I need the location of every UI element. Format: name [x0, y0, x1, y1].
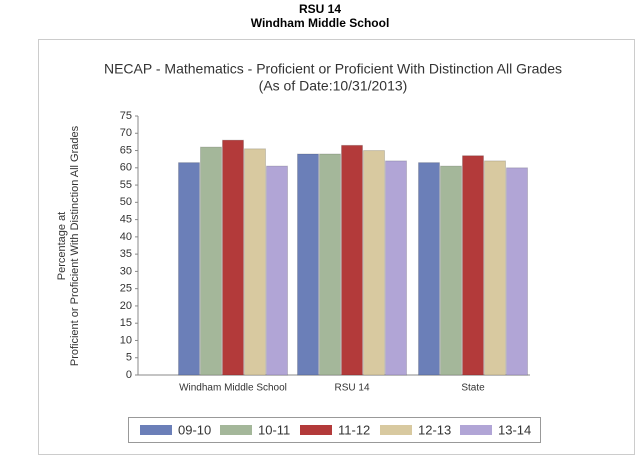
y-tick-label: 30	[120, 265, 132, 277]
y-tick-label: 0	[126, 369, 132, 381]
x-tick-label: RSU 14	[334, 383, 369, 394]
y-tick-label: 50	[120, 196, 132, 208]
bar	[297, 153, 319, 376]
y-tick-label: 45	[120, 214, 132, 226]
district-title: RSU 14	[299, 2, 341, 16]
bar	[178, 162, 200, 376]
y-tick-label: 55	[120, 179, 132, 191]
y-tick-label: 25	[120, 283, 132, 295]
y-tick-label: 20	[120, 300, 132, 312]
bar	[341, 144, 363, 376]
y-tick-label: 40	[120, 231, 132, 243]
y-tick-label: 60	[120, 162, 132, 174]
bar	[484, 160, 506, 376]
y-axis-label: Percentage at	[56, 212, 68, 281]
y-tick-label: 5	[126, 352, 132, 364]
legend-swatch	[460, 425, 492, 435]
legend-label: 13-14	[498, 422, 531, 437]
bar	[506, 167, 528, 376]
y-tick-label: 65	[120, 144, 132, 156]
x-tick-label: Windham Middle School	[179, 383, 287, 394]
bar	[200, 146, 222, 376]
y-tick-label: 10	[120, 334, 132, 346]
legend-label: 11-12	[338, 422, 370, 437]
y-tick-label: 35	[120, 248, 132, 260]
legend-label: 09-10	[178, 422, 211, 437]
x-tick-label: State	[461, 383, 485, 394]
legend-label: 12-13	[418, 422, 451, 437]
bar	[385, 160, 407, 376]
chart-frame	[38, 39, 635, 455]
bar	[418, 162, 440, 376]
legend-swatch	[140, 425, 172, 435]
y-tick-label: 70	[120, 127, 132, 139]
chart-subtitle: (As of Date:10/31/2013)	[259, 78, 408, 94]
legend-swatch	[380, 425, 412, 435]
y-axis-label: Proficient or Proficient With Distinctio…	[69, 125, 81, 366]
y-tick-label: 75	[120, 110, 132, 122]
bar	[244, 148, 266, 376]
bar	[363, 150, 385, 376]
legend-swatch	[300, 425, 332, 435]
chart-title: NECAP - Mathematics - Proficient or Prof…	[104, 61, 562, 77]
legend-label: 10-11	[258, 422, 290, 437]
bar	[440, 165, 462, 376]
bar	[462, 155, 484, 376]
legend-swatch	[220, 425, 252, 435]
school-title: Windham Middle School	[251, 16, 390, 30]
bar	[319, 153, 341, 376]
bar	[222, 139, 244, 376]
y-tick-label: 15	[120, 317, 132, 329]
bar	[266, 165, 288, 376]
